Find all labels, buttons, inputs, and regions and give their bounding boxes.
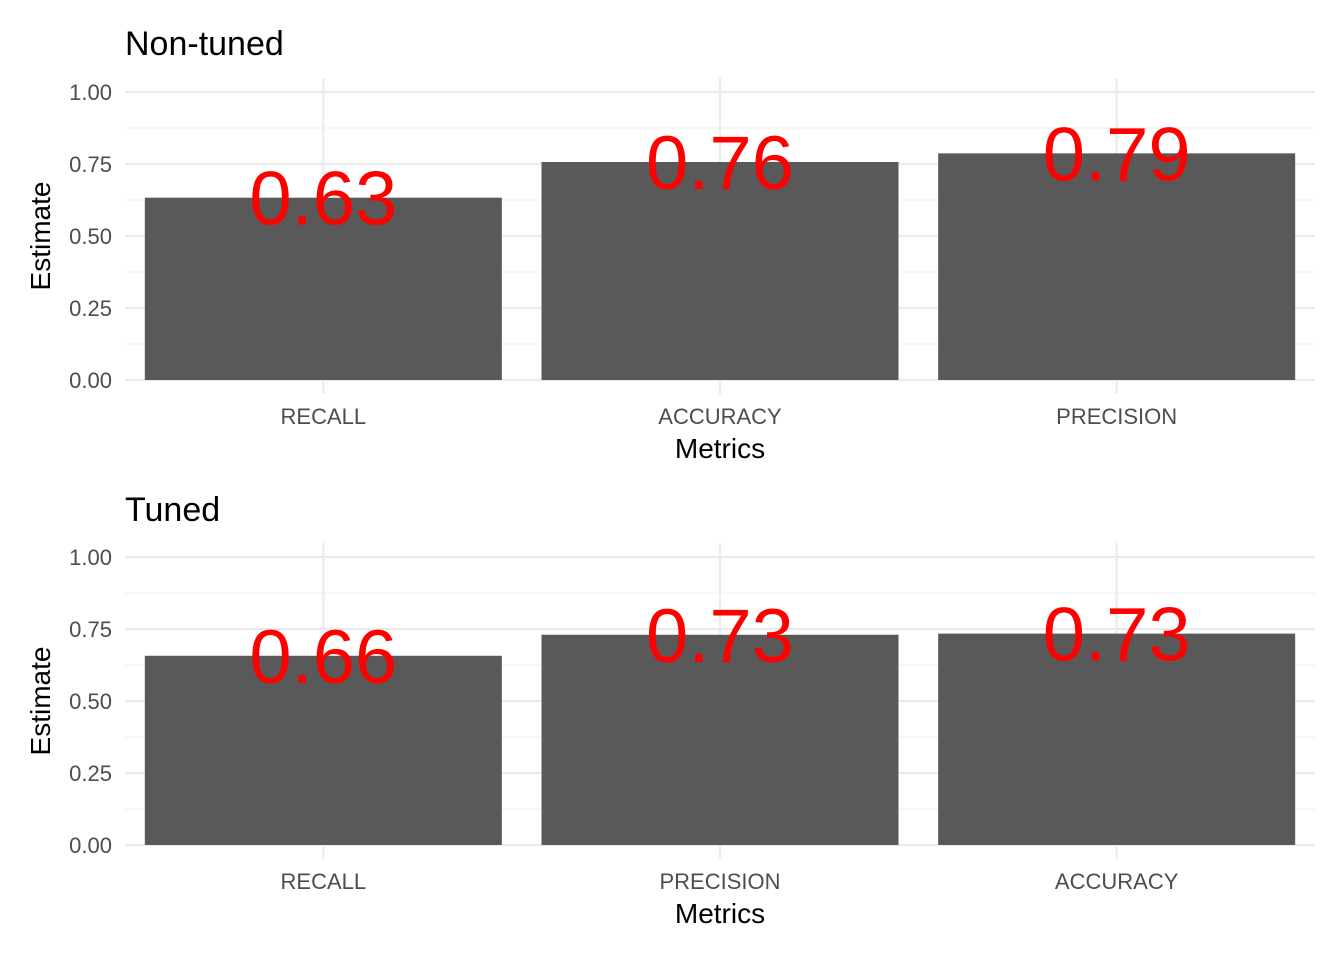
bar-accuracy xyxy=(938,633,1296,845)
y-tick-label: 0.00 xyxy=(69,833,112,858)
x-tick-label: PRECISION xyxy=(1056,404,1177,429)
data-label: 0.73 xyxy=(646,594,794,679)
y-tick-label: 0.25 xyxy=(69,296,112,321)
x-tick-label: ACCURACY xyxy=(1055,869,1179,894)
bar-precision xyxy=(541,634,899,845)
y-tick-label: 0.00 xyxy=(69,368,112,393)
data-label: 0.76 xyxy=(646,121,794,206)
chart-title: Tuned xyxy=(125,491,220,529)
x-tick-label: PRECISION xyxy=(659,869,780,894)
x-axis-title: Metrics xyxy=(675,433,765,464)
y-tick-label: 0.50 xyxy=(69,224,112,249)
y-tick-label: 1.00 xyxy=(69,545,112,570)
y-tick-label: 0.75 xyxy=(69,152,112,177)
x-tick-label: RECALL xyxy=(281,404,367,429)
data-label: 0.66 xyxy=(249,615,397,700)
bar-accuracy xyxy=(541,161,899,380)
x-axis-title: Metrics xyxy=(675,898,765,929)
y-axis-title: Estimate xyxy=(25,647,56,756)
bar-precision xyxy=(938,153,1296,380)
x-tick-label: ACCURACY xyxy=(658,404,782,429)
data-label: 0.73 xyxy=(1043,593,1191,678)
y-tick-label: 0.25 xyxy=(69,761,112,786)
data-label: 0.63 xyxy=(249,157,397,242)
bar-recall xyxy=(144,655,502,845)
x-tick-label: RECALL xyxy=(281,869,367,894)
y-tick-label: 0.75 xyxy=(69,617,112,642)
y-tick-label: 1.00 xyxy=(69,80,112,105)
data-label: 0.79 xyxy=(1043,112,1191,197)
chart-title: Non-tuned xyxy=(125,25,284,63)
panel-0: 0.63 0.76 0.79 0.00 0.25 0.50 0.75 1.00 RECALL AC… xyxy=(25,25,1315,464)
y-tick-label: 0.50 xyxy=(69,689,112,714)
panel-1: 0.66 0.73 0.73 0.00 0.25 0.50 0.75 1.00 RECALL PR… xyxy=(25,491,1315,929)
bar-recall xyxy=(144,197,502,380)
y-axis-title: Estimate xyxy=(25,182,56,291)
